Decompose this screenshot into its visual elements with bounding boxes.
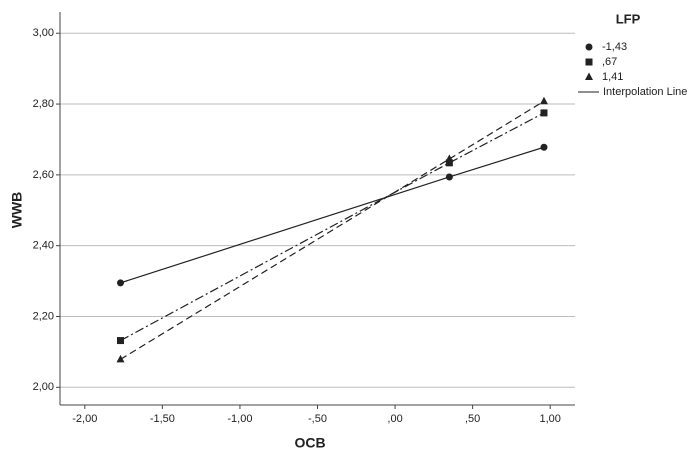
data-point — [445, 154, 454, 162]
legend-title: LFP — [616, 11, 641, 26]
x-tick-label: -1,50 — [150, 413, 175, 425]
data-point — [540, 109, 548, 117]
x-tick-label: -,50 — [308, 413, 327, 425]
y-axis-title: WWB — [9, 192, 25, 229]
x-axis-title: OCB — [294, 435, 325, 451]
y-tick-label: 2,00 — [33, 381, 54, 393]
y-tick-label: 2,60 — [33, 169, 54, 181]
series-line — [120, 100, 545, 360]
legend-label: 1,41 — [602, 71, 623, 83]
legend-marker — [585, 72, 593, 80]
x-tick-label: -2,00 — [72, 413, 97, 425]
series-line — [120, 112, 545, 342]
y-tick-label: 3,00 — [33, 27, 54, 39]
data-point — [116, 337, 124, 345]
data-point — [116, 354, 125, 363]
legend-marker — [585, 43, 593, 51]
data-point — [540, 143, 548, 151]
data-point — [539, 96, 548, 105]
series-line — [120, 146, 545, 284]
y-tick-label: 2,20 — [33, 310, 54, 322]
y-tick-label: 2,40 — [33, 240, 54, 252]
data-point — [445, 173, 453, 181]
legend-label: ,67 — [602, 56, 617, 68]
data-point — [445, 159, 453, 167]
x-tick-label: ,00 — [387, 413, 402, 425]
legend-marker — [585, 58, 593, 66]
data-point — [116, 279, 124, 287]
legend-label: Interpolation Line — [603, 86, 687, 98]
x-tick-label: -1,00 — [227, 413, 252, 425]
legend-label: -1,43 — [602, 41, 627, 53]
y-tick-label: 2,80 — [33, 98, 54, 110]
x-tick-label: 1,00 — [539, 413, 560, 425]
x-tick-label: ,50 — [465, 413, 480, 425]
